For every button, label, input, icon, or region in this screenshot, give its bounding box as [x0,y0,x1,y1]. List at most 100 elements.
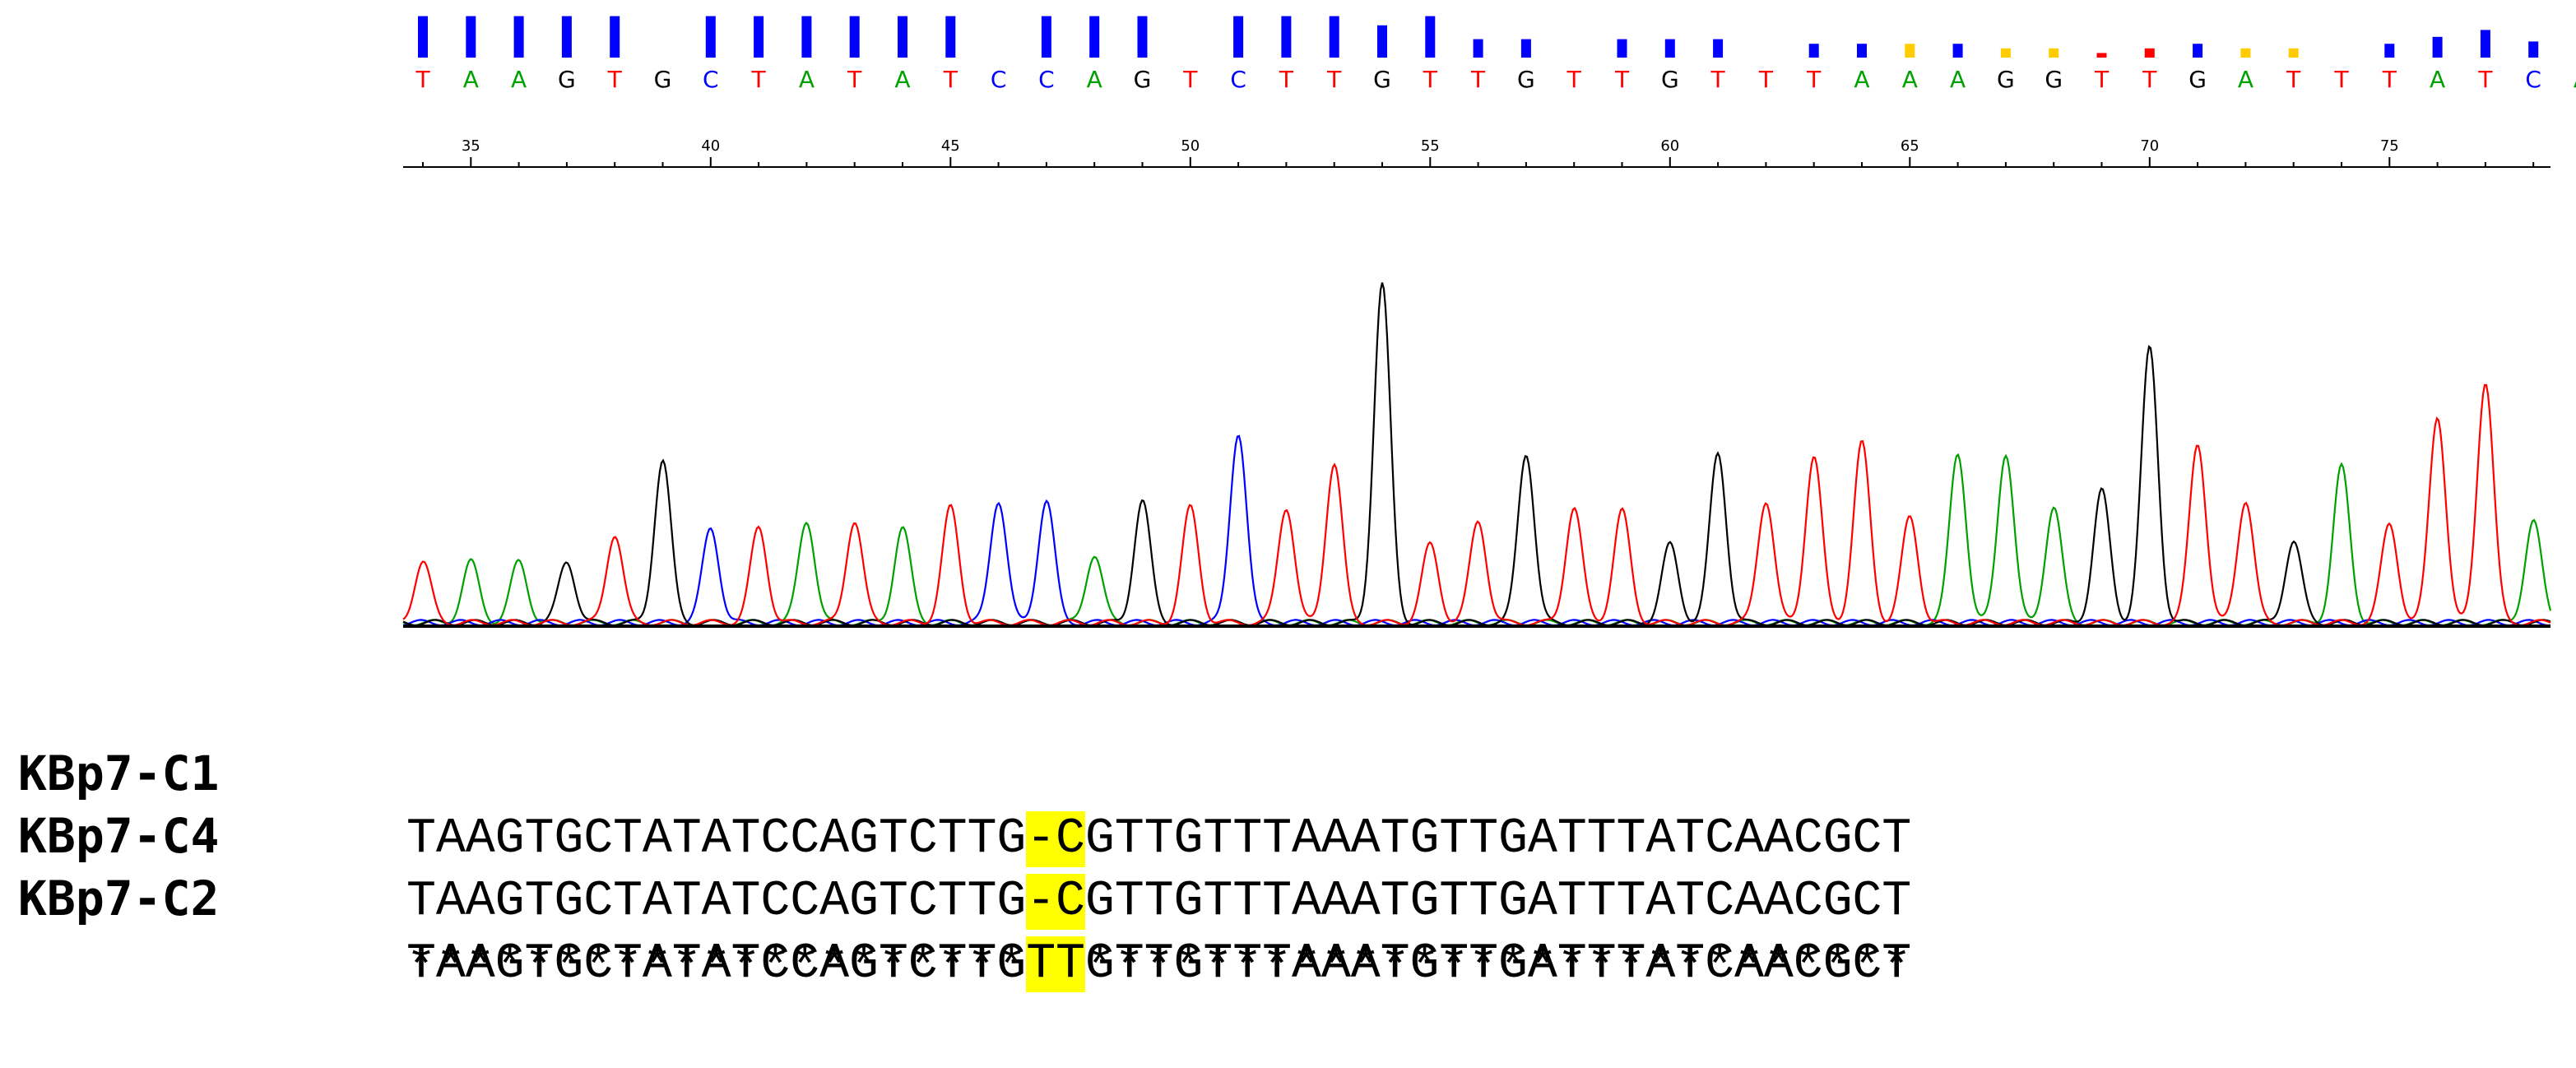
quality-bar [610,16,620,58]
quality-bar [2288,48,2299,58]
base-call-letter: G [1661,66,1679,93]
quality-bar [561,16,572,58]
base-call-letter: G [2045,66,2063,93]
base-call-letter: A [2574,66,2576,93]
quality-bar [1089,16,1100,58]
quality-bar [2000,48,2011,58]
quality-bar [1520,39,1531,58]
base-call-letter: A [463,66,479,93]
quality-bar [1329,16,1339,58]
quality-bar [466,16,476,58]
trace-C [402,434,2551,627]
base-call-letter: T [2286,66,2301,93]
position-axis: 3540455055606570758085 [403,137,2550,168]
base-call-letter: A [799,66,815,93]
base-call-letter: C [1230,66,1246,93]
tick-label: 55 [1421,137,1440,155]
base-call-letter: A [894,66,910,93]
quality-bar [849,16,860,58]
quality-bar [1905,44,1915,58]
base-call-letter: G [1997,66,2015,93]
base-call-letter: T [2382,66,2397,93]
base-call-letter: G [654,66,672,93]
base-call-letter: T [2477,66,2493,93]
quality-bar [2096,53,2107,58]
trace-T [402,383,2551,627]
tick-label: 70 [2140,137,2159,155]
quality-bar [1952,44,1963,58]
quality-bar [2240,48,2251,58]
tick-label: 45 [941,137,960,155]
quality-bar [1377,25,1387,58]
quality-bar [1137,16,1148,58]
base-call-letter: A [511,66,527,93]
quality-bar [1281,16,1292,58]
quality-bar [2049,48,2059,58]
base-call-letter: T [1470,66,1486,93]
base-call-letter: A [2430,66,2445,93]
quality-bar [1233,16,1244,58]
base-call-letter: T [2333,66,2349,93]
tick-label: 65 [1901,137,1919,155]
quality-bar [1808,44,1819,58]
quality-bar [2144,48,2155,58]
base-call-letter: C [2525,66,2541,93]
quality-bars [418,16,2539,58]
base-call-letter: A [1854,66,1869,93]
base-call-letter: T [1279,66,1294,93]
base-call-letter: T [1614,66,1630,93]
quality-bar [1713,39,1724,58]
quality-bar [2432,36,2443,58]
base-call-letter: G [1373,66,1391,93]
base-call-letter: G [1517,66,1535,93]
quality-bar [1473,39,1483,58]
base-call-letter: T [2142,66,2157,93]
tick-label: 60 [1660,137,1679,155]
quality-bar [513,16,524,58]
quality-bar [801,16,812,58]
base-call-letter: C [1038,66,1055,93]
trace-A [402,453,2552,627]
base-call-letter: T [751,66,767,93]
base-call-letter: G [2188,66,2207,93]
tick-label: 40 [701,137,720,155]
base-call-letter: C [991,66,1007,93]
tick-label: 35 [462,137,480,155]
base-call-letter: A [2238,66,2253,93]
trace-panel [402,282,2552,628]
quality-bar [418,16,428,58]
base-call-letter: C [703,66,719,93]
tick-label: 50 [1181,137,1200,155]
base-call-letter: T [847,66,862,93]
quality-bar [1664,39,1675,58]
quality-bar [1617,39,1627,58]
base-call-letter: T [1806,66,1822,93]
quality-bar [1425,16,1436,58]
base-call-letter: T [1566,66,1582,93]
quality-bar [898,16,907,58]
quality-bar [2384,44,2395,58]
base-call-letter: T [2094,66,2110,93]
base-call-letter: T [607,66,623,93]
base-call-letter: T [1182,66,1198,93]
base-call-letter: T [1423,66,1438,93]
quality-bar [1041,16,1051,58]
quality-bar [2480,30,2490,58]
base-call-letter: T [1326,66,1342,93]
base-call-letter: A [1950,66,1966,93]
base-call-letter: A [1902,66,1918,93]
trace-G [402,282,2551,627]
base-call-letter: G [558,66,576,93]
base-call-letter: T [943,66,958,93]
quality-bar [2528,41,2539,58]
base-call-letter: G [1134,66,1152,93]
base-call-letter: A [1087,66,1102,93]
base-call-letter: T [1710,66,1726,93]
quality-bar [705,16,716,58]
tick-label: 75 [2380,137,2399,155]
quality-bar [2193,44,2203,58]
quality-bar [945,16,956,58]
base-call-letter: T [1758,66,1774,93]
quality-bar [754,16,764,58]
